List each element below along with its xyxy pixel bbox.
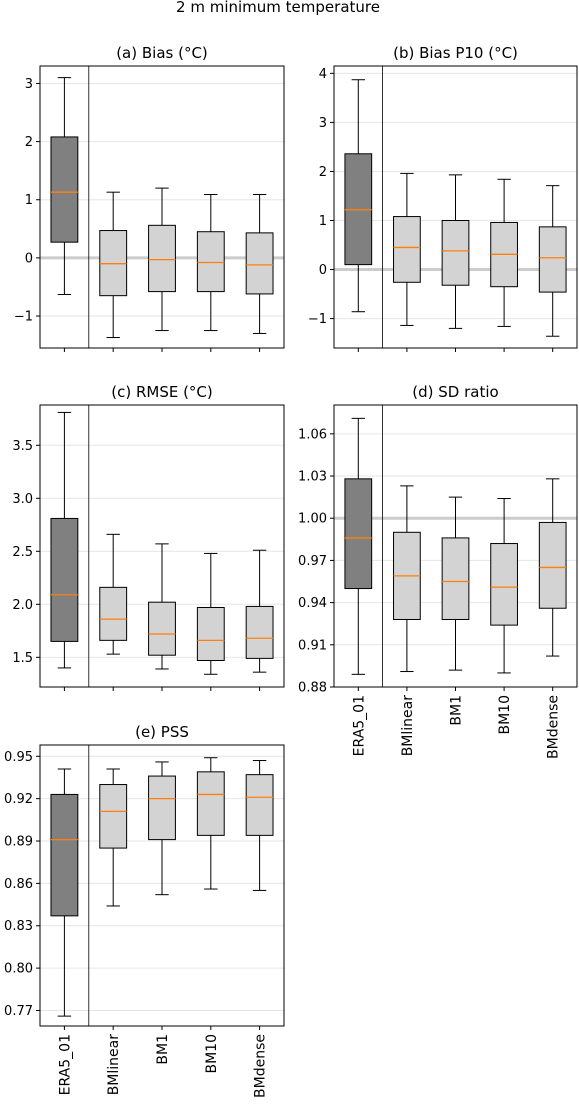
box	[538, 226, 567, 293]
box	[148, 224, 176, 293]
x-tick-label: BM1	[449, 695, 465, 726]
y-tick-label: 0.83	[4, 919, 33, 934]
box	[99, 784, 128, 849]
box	[344, 478, 373, 590]
x-tick-label: BM1	[155, 1034, 171, 1065]
figure-title: 2 m minimum temperature	[176, 0, 380, 16]
panel-5: 0.77 0.80 0.83 0.86 0.89 0.92 0.95 ERA5_01 BMlin…	[4, 723, 285, 1098]
y-tick-label: 2	[319, 165, 327, 180]
y-tick-label: 0.89	[4, 835, 33, 850]
y-tick-label: 0.91	[298, 638, 327, 653]
box	[148, 775, 176, 841]
panel-title: (e) PSS	[135, 723, 189, 741]
y-tick-label: 2	[25, 135, 33, 150]
box	[245, 232, 274, 295]
box	[50, 517, 79, 642]
panel-2: −1 0 1 2 3 4 (b) Bias P10 (°C)	[308, 44, 578, 352]
y-tick-label: 1	[25, 193, 33, 208]
box	[50, 793, 79, 917]
panel-3: 1.5 2.0 2.5 3.0 3.5 (c) RMSE (°C)	[12, 383, 285, 691]
y-tick-label: 3	[319, 116, 327, 131]
box	[393, 216, 421, 283]
x-tick-label: BMdense	[253, 1034, 269, 1098]
y-tick-label: 3.5	[12, 439, 33, 454]
y-tick-label: 1.06	[298, 427, 327, 442]
box	[99, 586, 128, 641]
y-tick-label: 0.94	[298, 596, 327, 611]
box	[245, 605, 274, 659]
panel-1: −1 0 1 2 3 (a) Bias (°C)	[14, 44, 285, 352]
box	[441, 537, 470, 620]
box	[196, 771, 225, 836]
y-tick-label: 0.80	[4, 962, 33, 977]
box	[490, 543, 518, 626]
y-tick-label: 0.77	[4, 1004, 33, 1019]
box	[50, 136, 79, 243]
y-tick-label: 1.5	[12, 651, 33, 666]
box	[538, 521, 567, 609]
panel-4: 0.88 0.91 0.94 0.97 1.00 1.03 1.06 ERA5_01 BMlin…	[298, 383, 578, 759]
panel-title: (b) Bias P10 (°C)	[393, 44, 518, 62]
y-tick-label: 0	[319, 263, 327, 278]
y-tick-label: 4	[319, 67, 327, 82]
y-tick-label: 0.97	[298, 554, 327, 569]
x-tick-label: BM10	[497, 695, 513, 735]
y-tick-label: 2.5	[12, 545, 33, 560]
y-tick-label: −1	[14, 310, 33, 325]
panel-title: (d) SD ratio	[412, 383, 498, 401]
y-tick-label: 1.03	[298, 470, 327, 485]
x-tick-label: ERA5_01	[57, 1034, 73, 1095]
x-tick-label: BMlinear	[400, 695, 416, 757]
y-tick-label: −1	[308, 312, 327, 327]
y-tick-label: 0.92	[4, 792, 33, 807]
y-tick-label: 0.88	[298, 681, 327, 696]
panels: −1 0 1 2 3 (a) Bias (°C) −1 0 1 2 3 4 (b) Bias P10 (…	[4, 44, 578, 1098]
x-tick-label: BM10	[204, 1034, 220, 1074]
box	[245, 774, 274, 836]
x-tick-label: BMdense	[546, 695, 562, 759]
box	[196, 231, 225, 293]
x-tick-label: ERA5_01	[351, 695, 367, 756]
y-tick-label: 3	[25, 77, 33, 92]
y-tick-label: 2.0	[12, 598, 33, 613]
panel-title: (a) Bias (°C)	[116, 44, 208, 62]
y-tick-label: 0.95	[4, 750, 33, 765]
y-tick-label: 0	[25, 251, 33, 266]
x-tick-label: BMlinear	[106, 1034, 122, 1096]
y-tick-label: 1.00	[298, 512, 327, 527]
box	[148, 601, 176, 656]
y-tick-label: 0.86	[4, 877, 33, 892]
panel-title: (c) RMSE (°C)	[111, 383, 213, 401]
box	[441, 219, 470, 286]
box	[196, 606, 225, 661]
y-tick-label: 1	[319, 214, 327, 229]
y-tick-label: 3.0	[12, 492, 33, 507]
